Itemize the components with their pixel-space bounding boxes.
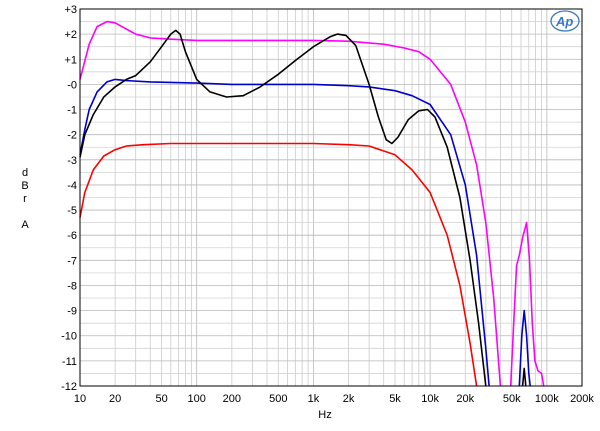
y-tick-label: +3 <box>64 4 77 16</box>
y-tick-label: -10 <box>61 331 77 343</box>
series-line-4 <box>79 142 478 387</box>
x-tick-label: 2k <box>343 393 355 405</box>
x-tick-label: 10k <box>421 393 439 405</box>
x-tick-label: 200 <box>223 393 241 405</box>
ap-logo: Ap <box>550 10 580 32</box>
y-axis-label-char: B <box>21 180 28 192</box>
x-axis-label: Hz <box>318 409 331 421</box>
plot-lines <box>79 20 545 387</box>
x-tick-labels: 10 20 50 100 200 500 1k 2k 5k 10k 20k 50k 100k 200k <box>74 393 595 405</box>
x-tick-label: 5k <box>389 393 401 405</box>
series-line-3 <box>79 29 527 387</box>
y-tick-label: -1 <box>67 105 77 117</box>
y-tick-labels: +3 +2 +1 -0 -1 -2 -3 -4 -5 -6 -7 -8 -9 -10 -11 -12 <box>61 4 77 393</box>
x-tick-label: 50 <box>155 393 167 405</box>
series-line-2 <box>79 78 531 387</box>
y-tick-label: -6 <box>67 230 77 242</box>
y-axis-label-char: r <box>23 193 27 205</box>
x-tick-label: 10 <box>74 393 86 405</box>
grid <box>80 8 582 387</box>
x-tick-label: 20k <box>456 393 474 405</box>
y-axis-label: dBr A <box>21 167 29 231</box>
y-tick-label: -7 <box>67 255 77 267</box>
y-tick-label: -0 <box>67 79 77 91</box>
x-tick-label: 100k <box>535 393 559 405</box>
y-axis-label-char: d <box>22 167 28 179</box>
y-tick-label: +1 <box>64 54 77 66</box>
y-axis-label-char: A <box>21 219 29 231</box>
y-tick-label: -12 <box>61 381 77 393</box>
plot-frame <box>79 8 583 387</box>
x-tick-label: 500 <box>269 393 287 405</box>
x-tick-label: 200k <box>570 393 594 405</box>
y-tick-label: +2 <box>64 29 77 41</box>
y-tick-label: -2 <box>67 130 77 142</box>
series-line-1 <box>79 20 545 387</box>
x-tick-label: 20 <box>109 393 121 405</box>
y-tick-label: -11 <box>62 356 77 368</box>
x-tick-label: 50k <box>503 393 521 405</box>
y-tick-label: -3 <box>67 155 77 167</box>
y-tick-label: -5 <box>67 205 77 217</box>
x-tick-label: 100 <box>188 393 206 405</box>
y-tick-label: -9 <box>67 306 77 318</box>
y-tick-label: -4 <box>67 180 77 192</box>
svg-text:Ap: Ap <box>555 14 573 29</box>
x-tick-label: 1k <box>308 393 320 405</box>
y-tick-label: -8 <box>67 280 77 292</box>
